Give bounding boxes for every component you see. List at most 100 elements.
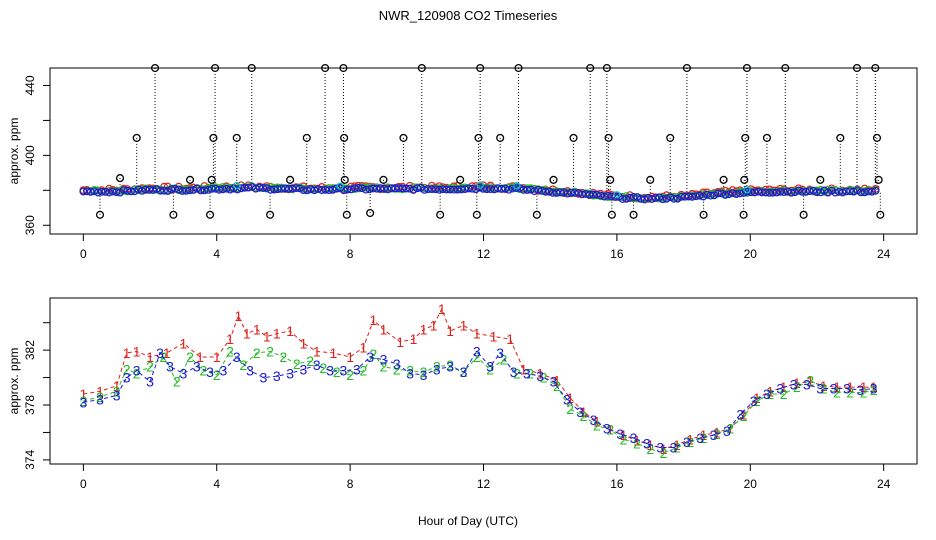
top-y-tick-label: 400 <box>23 145 37 165</box>
series-1-marker: 1 <box>235 308 243 324</box>
baseline-point <box>442 185 451 194</box>
baseline-point <box>552 189 561 197</box>
baseline-point <box>490 185 499 194</box>
series-1-marker: 1 <box>473 326 481 342</box>
outlier-point <box>604 133 613 142</box>
baseline-point <box>350 184 359 193</box>
baseline-point <box>824 188 832 197</box>
baseline-point <box>732 190 741 198</box>
baseline-point <box>171 184 179 193</box>
series-3-marker: 3 <box>420 367 428 383</box>
baseline-point <box>523 185 532 194</box>
baseline-point <box>288 184 297 193</box>
baseline-point <box>435 185 444 194</box>
baseline-point <box>592 190 601 199</box>
baseline-point <box>174 185 183 194</box>
baseline-point <box>618 195 627 203</box>
series-2-marker: 2 <box>240 357 248 373</box>
baseline-point <box>402 184 411 193</box>
series-1-marker: 1 <box>753 390 761 406</box>
series-2-marker: 2 <box>633 435 641 451</box>
top-x-tick-label: 0 <box>80 247 87 261</box>
baseline-point <box>666 193 675 202</box>
series-3-marker: 3 <box>510 364 518 380</box>
series-1-marker: 1 <box>446 323 454 339</box>
baseline-point <box>706 191 715 200</box>
series-3-marker: 3 <box>233 349 241 365</box>
outlier-point <box>339 63 348 73</box>
baseline-point <box>842 187 851 196</box>
series-1-marker: 1 <box>860 379 868 395</box>
series-2-marker: 2 <box>266 344 274 360</box>
baseline-point <box>189 186 198 194</box>
baseline-point <box>222 184 231 193</box>
series-3-marker: 3 <box>643 435 651 451</box>
series-3-marker: 3 <box>220 363 228 379</box>
outlier-point <box>399 133 408 142</box>
series-3-marker: 3 <box>870 381 878 397</box>
baseline-point <box>486 185 495 193</box>
series-3-marker: 3 <box>96 392 104 408</box>
outlier-point <box>742 63 751 73</box>
baseline-point <box>347 185 356 194</box>
baseline-point <box>655 193 664 202</box>
outlier-point <box>606 175 615 184</box>
series-3-marker: 3 <box>856 382 864 398</box>
outlier-point <box>436 210 445 219</box>
baseline-point <box>83 187 91 196</box>
series-1-marker: 1 <box>213 349 221 365</box>
top-x-axis: 0 4 8 12 16 20 24 <box>80 234 891 261</box>
baseline-point <box>383 185 392 194</box>
series-1-marker: 1 <box>430 317 438 333</box>
baseline-point <box>673 194 682 203</box>
baseline-point <box>317 186 326 194</box>
series-3-marker: 3 <box>830 381 838 397</box>
series-3-marker: 3 <box>179 365 187 381</box>
series-1-marker: 1 <box>96 383 104 399</box>
baseline-point <box>255 183 264 192</box>
baseline-point <box>783 187 792 196</box>
outlier-point <box>741 133 750 142</box>
baseline-point <box>647 195 656 203</box>
series-1-marker: 1 <box>313 344 321 360</box>
baseline-point-cyan <box>613 191 621 199</box>
series-1-marker: 1 <box>438 301 446 317</box>
series-1-marker: 1 <box>346 349 354 365</box>
baseline-point <box>259 184 267 192</box>
bottom-x-tick-label: 0 <box>80 477 87 491</box>
baseline-point <box>567 188 576 197</box>
outlier-point <box>266 210 275 219</box>
series-3-marker: 3 <box>246 363 254 379</box>
series-3-marker: 3 <box>486 359 494 375</box>
baseline-point <box>625 193 634 202</box>
baseline-point <box>831 188 840 197</box>
outlier-point <box>586 63 595 73</box>
series-2-marker: 2 <box>686 434 694 450</box>
baseline-point <box>636 194 645 203</box>
baseline-point <box>758 188 766 197</box>
outlier-point <box>496 133 505 142</box>
baseline-point <box>809 186 818 195</box>
baseline-point <box>853 186 862 195</box>
series-2-marker: 2 <box>360 363 368 379</box>
series-3-marker: 3 <box>353 361 361 377</box>
baseline-point <box>185 186 194 195</box>
baseline-point <box>750 188 759 197</box>
baseline-point <box>292 184 300 193</box>
series-1-marker: 1 <box>163 345 171 361</box>
series-1-marker: 1 <box>263 328 271 344</box>
baseline-point <box>215 185 223 194</box>
bottom-x-tick-label: 24 <box>877 477 891 491</box>
baseline-point <box>728 189 737 197</box>
baseline-point <box>295 184 304 193</box>
bottom-x-tick-label: 20 <box>744 477 758 491</box>
baseline-point <box>211 184 220 193</box>
series-3-marker: 3 <box>393 356 401 372</box>
series-3-marker: 3 <box>460 364 468 380</box>
series-2-line <box>83 350 874 454</box>
baseline-point <box>391 184 400 193</box>
baseline-point <box>409 183 418 191</box>
baseline-point <box>849 187 858 196</box>
baseline-point <box>127 187 135 196</box>
